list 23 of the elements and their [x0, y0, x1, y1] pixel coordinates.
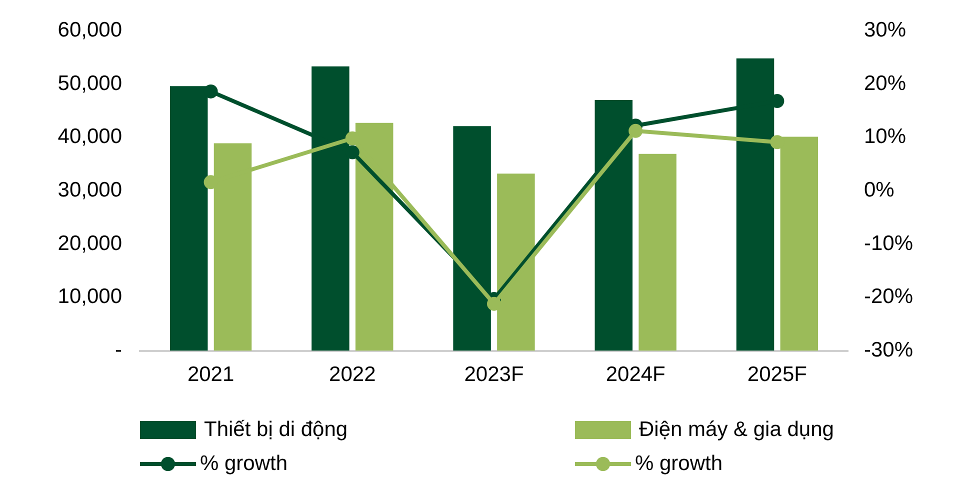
y-tick-label: 40,000 — [58, 125, 122, 148]
legend-label: Thiết bị di động — [204, 418, 348, 442]
x-tick-label: 2021 — [187, 363, 234, 386]
legend-label: % growth — [200, 452, 288, 476]
y-tick-label: 30,000 — [58, 178, 122, 202]
y-tick-label: 60,000 — [58, 18, 122, 42]
x-tick-label: 2022 — [329, 363, 376, 386]
y2-tick-label: -10% — [864, 232, 914, 255]
legend-label: % growth — [635, 452, 723, 476]
y-tick-label: - — [115, 338, 122, 362]
x-tick-label: 2023F — [464, 363, 524, 386]
y-tick-label: 50,000 — [58, 72, 122, 95]
x-tick-label: 2024F — [606, 363, 666, 386]
x-tick-label: 2025F — [747, 363, 807, 386]
legend-label: Điện máy & gia dụng — [639, 418, 834, 442]
y-tick-label: 10,000 — [58, 285, 122, 308]
y2-tick-label: 0% — [864, 178, 894, 202]
y-tick-label: 20,000 — [58, 232, 122, 255]
y2-tick-label: 20% — [864, 72, 906, 95]
y2-tick-label: -20% — [864, 285, 914, 308]
y2-tick-label: 30% — [864, 18, 906, 42]
y2-tick-label: -30% — [864, 338, 914, 362]
y2-tick-label: 10% — [864, 125, 906, 148]
